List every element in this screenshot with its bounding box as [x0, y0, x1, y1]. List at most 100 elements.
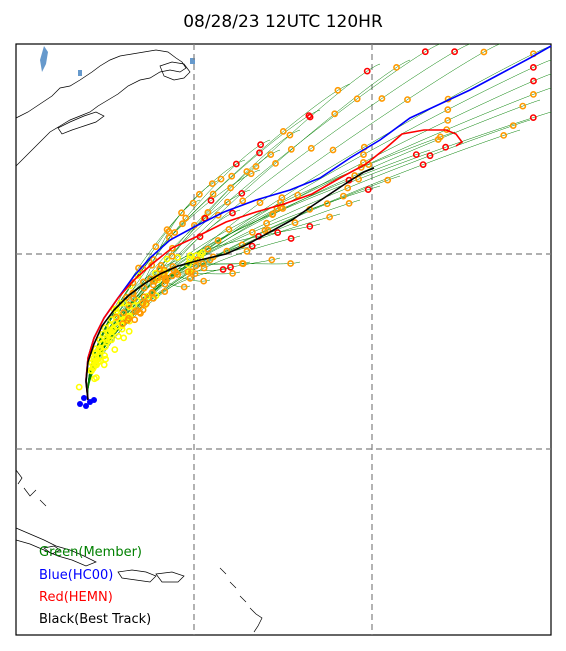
forecast-marker: [214, 237, 222, 244]
forecast-marker: [151, 277, 158, 285]
forecast-marker: [110, 305, 118, 313]
forecast-marker: [100, 361, 108, 369]
forecast-marker: [238, 260, 246, 267]
forecast-marker: [227, 263, 234, 271]
forecast-marker: [111, 346, 119, 353]
forecast-marker: [200, 277, 208, 285]
legend-hc00: Blue(HC00): [39, 568, 114, 583]
forecast-marker: [101, 324, 109, 332]
forecast-marker: [224, 198, 231, 206]
forecast-marker: [180, 283, 188, 291]
map-title: 08/28/23 12UTC 120HR: [183, 12, 383, 32]
forecast-marker: [161, 288, 169, 295]
forecast-marker: [93, 361, 100, 369]
forecast-marker: [228, 172, 236, 180]
legend-hemn: Red(HEMN): [39, 590, 113, 605]
forecast-marker: [131, 316, 139, 324]
lakes: [40, 46, 195, 76]
forecast-marker: [178, 209, 185, 217]
forecast-marker: [140, 284, 148, 292]
lesser-antilles: [219, 567, 263, 633]
forecast-marker: [331, 110, 339, 118]
forecast-marker: [200, 264, 208, 272]
forecast-marker: [232, 160, 240, 168]
forecast-marker: [148, 261, 156, 269]
forecast-marker: [139, 299, 147, 307]
forecast-marker: [186, 252, 194, 259]
jamaica-coast: [43, 545, 61, 555]
forecast-marker: [247, 170, 255, 178]
forecast-marker: [419, 161, 427, 168]
forecast-marker: [209, 190, 217, 198]
lake-icon: [40, 46, 48, 72]
forecast-marker: [168, 252, 176, 260]
forecast-marker: [248, 242, 256, 250]
legend-member: Green(Member): [39, 545, 142, 560]
forecast-marker: [207, 197, 215, 204]
forecast-marker: [426, 152, 434, 160]
forecast-marker: [199, 260, 207, 268]
forecast-marker: [137, 309, 144, 317]
forecast-marker: [306, 222, 314, 230]
forecast-marker: [163, 255, 171, 263]
forecast-marker: [279, 205, 287, 212]
forecast-marker: [519, 102, 527, 110]
forecast-marker: [530, 64, 537, 71]
forecast-marker: [287, 145, 295, 153]
forecast-marker: [261, 227, 269, 234]
forecast-marker: [256, 149, 263, 157]
forecast-marker: [307, 144, 315, 152]
forecast-marker: [204, 245, 212, 253]
newfoundland-coast: [159, 61, 191, 81]
forecast-marker: [263, 219, 270, 227]
forecast-marker: [182, 214, 190, 222]
forecast-marker: [162, 277, 170, 284]
forecast-marker: [113, 323, 121, 330]
forecast-marker: [257, 141, 264, 149]
forecast-marker: [119, 320, 127, 328]
cuba-coast: [15, 527, 97, 567]
forecast-marker: [98, 339, 106, 347]
forecast-marker: [189, 199, 197, 207]
forecast-marker: [163, 226, 171, 233]
forecast-marker: [451, 48, 458, 56]
forecast-marker: [131, 308, 139, 315]
legend-best-track: Black(Best Track): [39, 612, 152, 627]
forecast-marker: [252, 163, 260, 170]
forecast-marker: [101, 352, 108, 359]
forecast-marker: [287, 260, 294, 267]
forecast-marker: [168, 244, 176, 252]
forecast-marker: [243, 247, 251, 255]
forecast-marker: [120, 309, 127, 317]
forecast-marker: [339, 192, 347, 200]
forecast-marker: [421, 48, 429, 56]
forecast-marker: [239, 197, 247, 205]
forecast-marker: [186, 274, 194, 282]
north-america-coast: [15, 49, 187, 167]
forecast-marker: [345, 199, 353, 207]
forecast-marker: [107, 315, 115, 323]
forecast-marker: [436, 133, 444, 141]
forecast-marker: [480, 48, 488, 56]
forecast-marker: [195, 190, 203, 198]
forecast-marker: [186, 255, 193, 263]
forecast-marker: [214, 211, 222, 219]
forecast-marker: [267, 151, 275, 158]
forecast-marker: [404, 96, 411, 103]
forecast-marker: [229, 269, 236, 277]
coastline: [15, 49, 263, 633]
forecast-marker: [500, 131, 508, 139]
hemn-track: [85, 129, 464, 401]
forecast-marker: [444, 106, 452, 114]
forecast-marker: [95, 345, 103, 353]
forecast-marker: [142, 300, 150, 308]
forecast-marker: [157, 261, 165, 269]
forecast-marker: [117, 299, 125, 307]
forecast-marker: [140, 293, 148, 301]
forecast-marker: [219, 266, 227, 273]
forecast-marker: [334, 86, 342, 94]
forecast-marker: [268, 256, 276, 264]
forecast-marker: [248, 228, 256, 236]
forecast-marker: [93, 374, 100, 381]
forecast-marker: [287, 235, 295, 242]
